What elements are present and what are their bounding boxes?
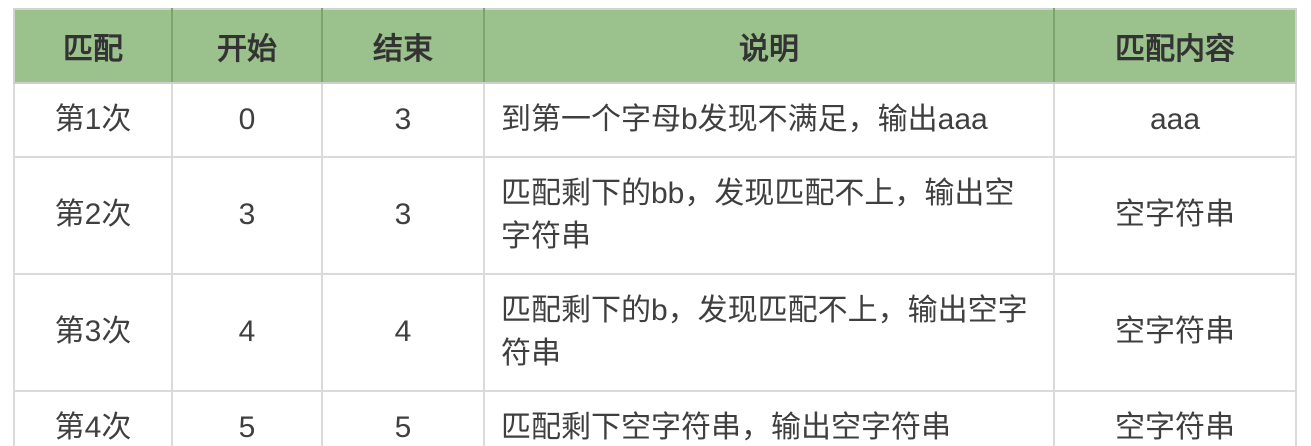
cell-match: 第4次 [13, 389, 173, 446]
cell-match: 第2次 [13, 155, 173, 275]
table-row: 第4次 5 5 匹配剩下空字符串，输出空字符串 空字符串 [13, 389, 1297, 446]
match-table: 匹配 开始 结束 说明 匹配内容 第1次 0 3 到第一个字母b发现不满足，输出… [13, 8, 1297, 446]
cell-end: 3 [321, 155, 485, 275]
cell-description: 匹配剩下的b，发现匹配不上，输出空字 符串 [483, 272, 1055, 392]
cell-start: 5 [171, 389, 323, 446]
cell-start: 4 [171, 272, 323, 392]
cell-end: 4 [321, 272, 485, 392]
table-row: 第1次 0 3 到第一个字母b发现不满足，输出aaa aaa [13, 82, 1297, 158]
header-cell-content: 匹配内容 [1053, 8, 1297, 84]
table-row: 第2次 3 3 匹配剩下的bb，发现匹配不上，输出空 字符串 空字符串 [13, 155, 1297, 275]
cell-match: 第1次 [13, 82, 173, 158]
table-row: 第3次 4 4 匹配剩下的b，发现匹配不上，输出空字 符串 空字符串 [13, 272, 1297, 392]
table-header-row: 匹配 开始 结束 说明 匹配内容 [13, 8, 1297, 84]
cell-start: 0 [171, 82, 323, 158]
cell-start: 3 [171, 155, 323, 275]
header-cell-description: 说明 [483, 8, 1055, 84]
cell-content: 空字符串 [1053, 389, 1297, 446]
cell-description: 到第一个字母b发现不满足，输出aaa [483, 82, 1055, 158]
header-cell-start: 开始 [171, 8, 323, 84]
cell-description: 匹配剩下的bb，发现匹配不上，输出空 字符串 [483, 155, 1055, 275]
header-cell-end: 结束 [321, 8, 485, 84]
cell-content: 空字符串 [1053, 155, 1297, 275]
cell-content: aaa [1053, 82, 1297, 158]
cell-description: 匹配剩下空字符串，输出空字符串 [483, 389, 1055, 446]
cell-content: 空字符串 [1053, 272, 1297, 392]
header-cell-match: 匹配 [13, 8, 173, 84]
cell-end: 3 [321, 82, 485, 158]
cell-match: 第3次 [13, 272, 173, 392]
cell-end: 5 [321, 389, 485, 446]
